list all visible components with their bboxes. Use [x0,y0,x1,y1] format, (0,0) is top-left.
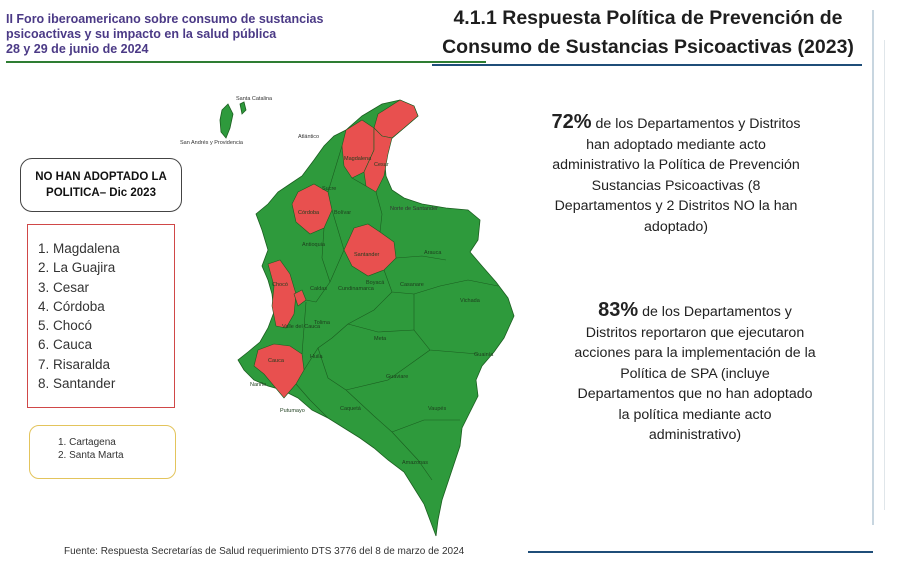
department-item: 7. Risaralda [38,356,111,372]
map-label-sucre: Sucre [322,186,336,192]
map-label-san-andres: San Andrés y Providencia [180,140,244,146]
stat-implementation-text: de los Departamentos y Distritos reporta… [574,304,816,443]
map-label-valle: Valle del Cauca [282,324,321,330]
map-label-narino: Nariño [250,382,266,388]
event-line-1: II Foro iberoamericano sobre consumo de … [6,12,324,26]
map-label-amazonas: Amazonas [402,460,428,466]
stat-adoption-percent: 72% [551,111,592,133]
right-border-line-secondary [884,40,885,510]
colombia-map: Santa Catalina San Andrés y Providencia … [180,96,515,537]
map-label-putumayo: Putumayo [280,408,305,414]
right-border-line [872,10,874,525]
map-label-vaupes: Vaupés [428,406,446,412]
department-item: 6. Cauca [38,337,93,353]
map-label-boyaca: Boyacá [366,280,385,286]
map-label-antioquia: Antioquia [302,242,326,248]
event-divider [6,61,486,63]
department-item: 4. Córdoba [38,298,105,314]
map-region-choco [267,259,297,329]
map-label-cauca: Cauca [268,358,285,364]
district-item: 1. Cartagena [58,437,116,448]
map-label-vichada: Vichada [460,298,481,304]
map-label-cesar: Cesar [374,162,389,168]
map-label-guaviare: Guaviare [386,374,408,380]
stat-implementation: 83% de los Departamentos y Distritos rep… [572,300,818,446]
map-label-cundinamarca: Cundinamarca [338,286,375,292]
map-label-guainia: Guainía [474,352,494,358]
map-label-atlantico: Atlántico [298,134,319,140]
not-adopted-departments-box: 1. Magdalena 2. La Guajira 3. Cesar 4. C… [27,224,175,408]
source-note: Fuente: Respuesta Secretarías de Salud r… [64,546,465,557]
district-item: 2. Santa Marta [58,450,124,461]
map-label-casanare: Casanare [400,282,424,288]
map-label-arauca: Arauca [424,250,442,256]
not-adopted-heading-box: NO HAN ADOPTADO LA POLITICA– Dic 2023 [20,158,182,212]
stat-implementation-percent: 83% [598,299,639,321]
map-region-cesar [363,127,393,193]
slide-title-line-1: 4.1.1 Respuesta Política de Prevención d… [453,7,843,29]
event-title: II Foro iberoamericano sobre consumo de … [6,12,336,57]
map-label-magdalena: Magdalena [344,156,372,162]
map-label-caldas: Caldas [310,286,327,292]
department-item: 8. Santander [38,376,116,392]
map-label-cordoba: Córdoba [298,210,320,216]
map-label-santa-catalina: Santa Catalina [236,96,273,102]
department-item: 1. Magdalena [38,241,120,256]
slide-title: 4.1.1 Respuesta Política de Prevención d… [432,4,864,62]
map-label-huila: Huila [310,354,323,360]
map-label-choco: Chocó [272,282,288,288]
stat-adoption: 72% de los Departamentos y Distritos han… [545,112,807,237]
stat-adoption-text: de los Departamentos y Distritos han ado… [552,116,801,235]
map-label-tolima: Tolima [314,320,331,326]
map-label-santander: Santander [354,252,380,258]
map-label-norte-santander: Norte de Santander [390,206,438,212]
map-label-caqueta: Caquetá [340,406,362,412]
event-date: 28 y 29 de junio de 2024 [6,42,149,56]
event-line-2: psicoactivas y su impacto en la salud pú… [6,27,277,41]
map-label-meta: Meta [374,336,387,342]
department-item: 2. La Guajira [38,260,116,276]
footer-divider [528,551,873,553]
title-divider [432,64,862,66]
map-borders [295,145,499,481]
department-item: 3. Cesar [38,279,90,295]
map-region-santander [343,223,397,277]
map-label-bolivar: Bolívar [334,210,351,216]
department-item: 5. Chocó [38,318,93,334]
not-adopted-districts-box: 1. Cartagena 2. Santa Marta [29,425,176,479]
map-island-providencia [239,101,247,115]
map-island-san-andres [219,103,234,139]
slide-title-line-2: Consumo de Sustancias Psicoactivas (2023… [442,36,854,58]
not-adopted-heading: NO HAN ADOPTADO LA POLITICA– Dic 2023 [35,171,167,199]
